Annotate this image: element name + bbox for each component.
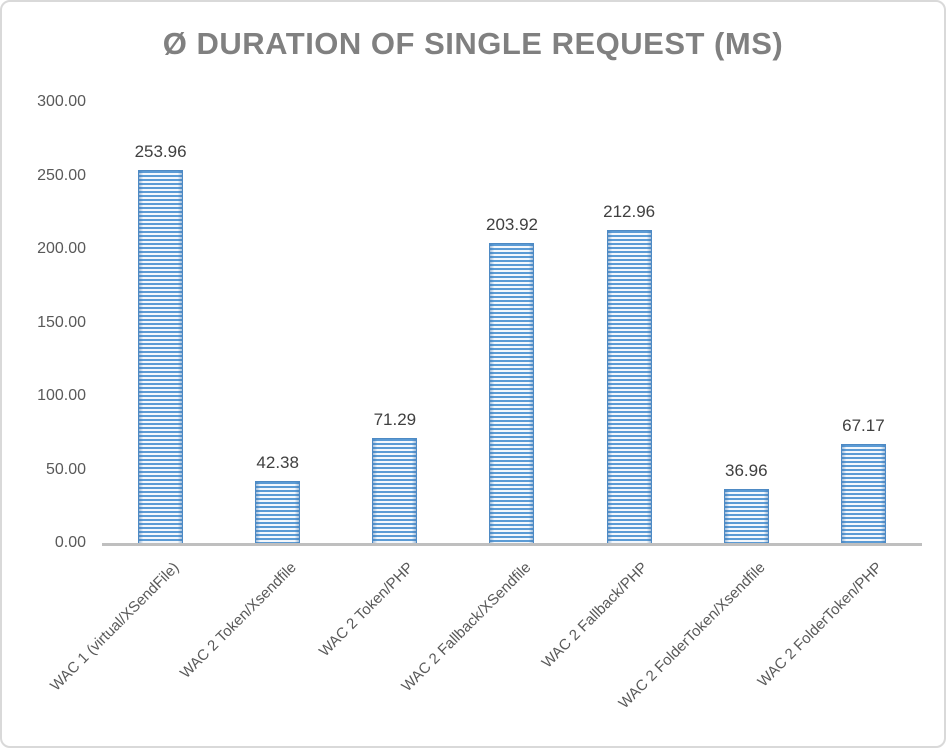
bar <box>372 438 418 543</box>
bar <box>606 230 652 543</box>
x-axis-category-label: WAC 2 Fallback/PHP <box>538 559 652 672</box>
x-axis-line <box>102 543 922 546</box>
bar-value-label: 67.17 <box>842 416 885 435</box>
y-axis-tick-label: 300.00 <box>37 93 86 110</box>
chart-title: Ø DURATION OF SINGLE REQUEST (MS) <box>162 26 784 61</box>
y-axis-tick-label: 250.00 <box>37 166 86 184</box>
x-axis-category-label: WAC 2 FolderToken/PHP <box>754 559 886 691</box>
x-axis-category-label: WAC 1 (virtual/XSendFile) <box>47 559 183 695</box>
x-axis-category-label: WAC 2 Token/PHP <box>315 559 417 661</box>
bar <box>840 444 886 543</box>
x-axis-category-label: WAC 2 Fallback/XSendfile <box>397 559 535 696</box>
bar <box>255 481 301 543</box>
bar-value-label: 36.96 <box>724 461 768 480</box>
bar-value-label: 42.38 <box>256 453 299 472</box>
y-axis-tick-label: 50.00 <box>45 460 86 478</box>
bar <box>723 489 769 543</box>
y-axis-tick-label: 150.00 <box>37 313 86 331</box>
bar-value-label: 203.92 <box>485 215 538 234</box>
bar-value-label: 212.96 <box>603 202 656 221</box>
y-axis-tick-label: 0.00 <box>54 534 86 551</box>
bar-value-label: 71.29 <box>373 410 417 429</box>
y-axis-tick-label: 100.00 <box>37 387 86 404</box>
bar-value-label: 253.96 <box>134 142 187 161</box>
bar <box>489 243 535 543</box>
y-axis-tick-label: 200.00 <box>37 240 86 257</box>
bar <box>138 170 184 543</box>
x-axis-category-label: WAC 2 Token/Xsendfile <box>176 559 300 682</box>
